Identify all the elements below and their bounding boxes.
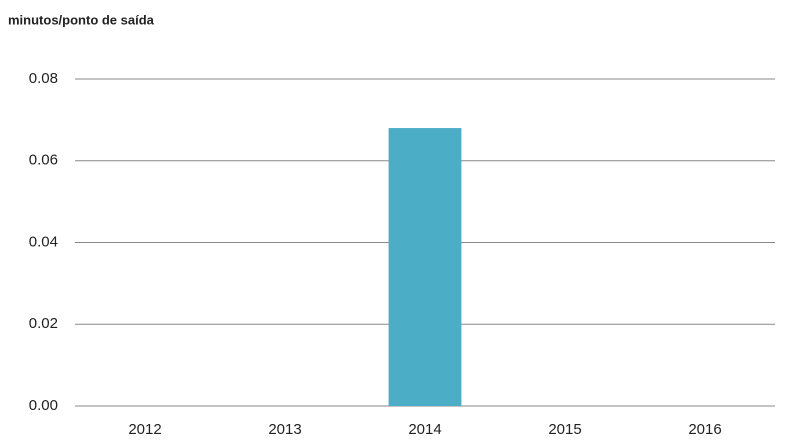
y-axis-label: minutos/ponto de saída: [8, 12, 155, 27]
y-tick-label: 0.02: [29, 315, 58, 332]
x-tick-label: 2015: [548, 421, 581, 438]
x-tick-label: 2014: [408, 421, 441, 438]
y-tick-label: 0.00: [29, 397, 58, 414]
x-tick-label: 2013: [268, 421, 301, 438]
bar: [388, 128, 462, 407]
x-tick-label: 2012: [128, 421, 161, 438]
x-tick-label: 2016: [688, 421, 721, 438]
y-tick-label: 0.08: [29, 70, 58, 87]
y-tick-label: 0.06: [29, 152, 58, 169]
y-tick-label: 0.04: [29, 233, 58, 250]
